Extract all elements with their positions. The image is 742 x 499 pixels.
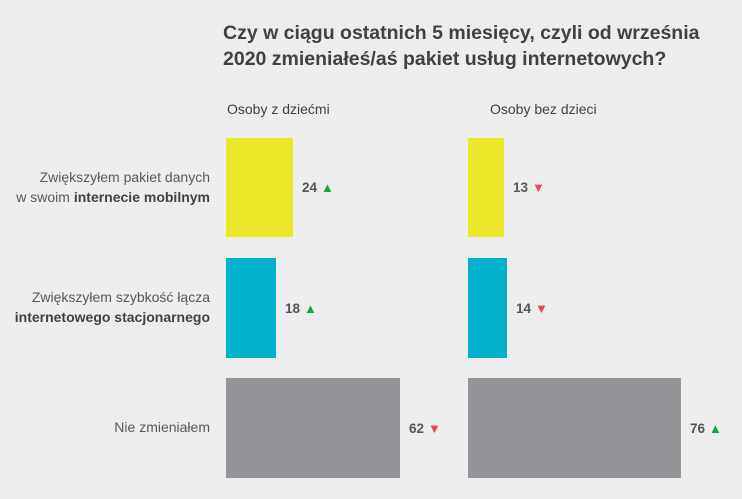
row-label-line2-bold: internetowego stacjonarnego — [14, 309, 210, 325]
chart-row-fixed-line-speed: Zwiększyłem szybkość łącza internetowego… — [0, 258, 742, 358]
bar-cell-without-children: 14 ▼ — [468, 258, 742, 358]
column-header-without-children: Osoby bez dzieci — [490, 101, 597, 117]
value-label: 18 ▲ — [285, 301, 317, 316]
row-label-line1: Nie zmieniałem — [114, 419, 210, 436]
trend-down-icon: ▼ — [532, 180, 545, 195]
bar-mobile-data-with-children — [226, 138, 293, 237]
trend-up-icon: ▲ — [304, 300, 317, 316]
row-label-line2-bold: internecie mobilnym — [73, 188, 210, 205]
bar-cell-without-children: 76 ▲ — [468, 378, 742, 478]
bar-cell-with-children: 62 ▼ — [226, 378, 466, 478]
trend-up-icon: ▲ — [709, 420, 722, 436]
chart-title: Czy w ciągu ostatnich 5 miesięcy, czyli … — [223, 21, 738, 73]
value-number: 14 — [516, 300, 532, 316]
row-label-line2: internetowego stacjonarnego — [15, 308, 210, 328]
bar-cell-with-children: 24 ▲ — [226, 138, 466, 237]
bar-cell-with-children: 18 ▲ — [226, 258, 466, 358]
column-header-with-children: Osoby z dziećmi — [227, 101, 330, 117]
chart-title-line1: Czy w ciągu ostatnich 5 miesięcy, czyli … — [223, 22, 700, 44]
row-label: Zwiększyłem szybkość łącza internetowego… — [0, 258, 210, 358]
chart-row-mobile-data: Zwiększyłem pakiet danych w swoim intern… — [0, 138, 742, 237]
row-label-line2-regular: w swoim — [16, 188, 74, 205]
trend-down-icon: ▼ — [535, 300, 548, 316]
value-label: 24 ▲ — [302, 180, 334, 195]
row-label: Zwiększyłem pakiet danych w swoim intern… — [0, 138, 210, 237]
value-label: 14 ▼ — [516, 301, 548, 316]
value-number: 13 — [513, 180, 529, 195]
value-label: 76 ▲ — [690, 421, 722, 436]
bar-fixed-line-with-children — [226, 258, 276, 358]
bar-no-change-without-children — [468, 378, 681, 478]
row-label-line1: Zwiększyłem pakiet danych — [39, 168, 210, 185]
value-number: 76 — [690, 420, 706, 436]
row-label-line1: Zwiększyłem szybkość łącza — [31, 289, 210, 306]
bar-cell-without-children: 13 ▼ — [468, 138, 742, 237]
trend-down-icon: ▼ — [428, 420, 441, 436]
row-label: Nie zmieniałem — [0, 378, 210, 478]
chart-title-line2: 2020 zmieniałeś/aś pakiet usług internet… — [223, 47, 667, 70]
bar-fixed-line-without-children — [468, 258, 507, 358]
trend-up-icon: ▲ — [321, 180, 334, 195]
value-number: 24 — [302, 180, 318, 195]
bar-no-change-with-children — [226, 378, 400, 478]
value-label: 13 ▼ — [513, 180, 545, 195]
chart-row-no-change: Nie zmieniałem 62 ▼ 76 ▲ — [0, 378, 742, 478]
value-number: 18 — [285, 300, 301, 316]
bar-mobile-data-without-children — [468, 138, 504, 237]
value-number: 62 — [409, 420, 425, 436]
row-label-line2: w swoim internecie mobilnym — [16, 188, 210, 208]
value-label: 62 ▼ — [409, 421, 441, 436]
